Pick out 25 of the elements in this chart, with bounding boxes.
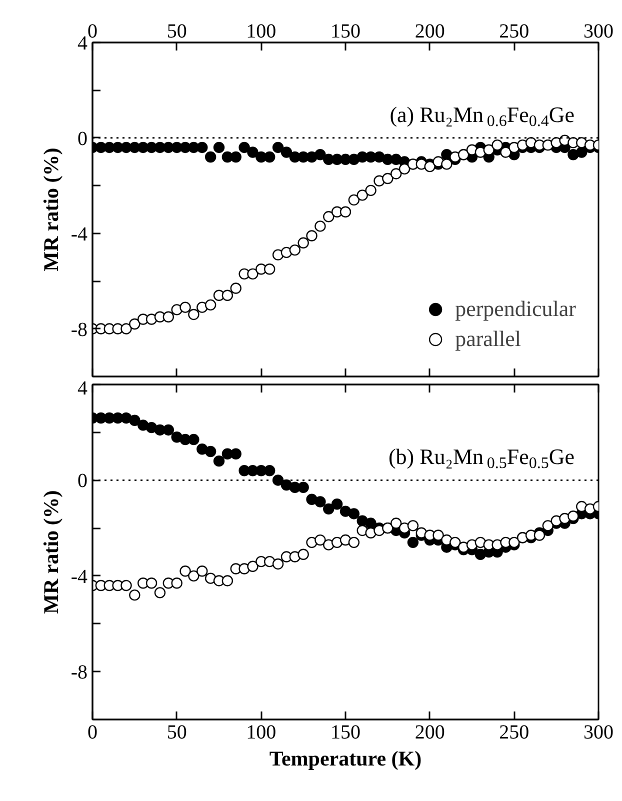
x-tick-label: 250 bbox=[499, 722, 530, 744]
legend-label: parallel bbox=[455, 326, 522, 352]
x2-tick-label: 200 bbox=[414, 20, 445, 42]
y-tick-label: -8 bbox=[70, 318, 88, 341]
x-tick-label: 100 bbox=[246, 722, 276, 744]
x2-tick-label: 300 bbox=[584, 20, 614, 42]
x2-tick-label: 250 bbox=[499, 20, 530, 42]
x-tick-label: 300 bbox=[584, 722, 614, 744]
y-axis-title: MR ratio (%) bbox=[38, 490, 63, 614]
x-tick-label: 200 bbox=[414, 722, 445, 744]
y-tick-label: 4 bbox=[78, 378, 88, 400]
y-tick-label: -4 bbox=[70, 223, 88, 246]
x2-tick-label: 100 bbox=[246, 20, 276, 42]
legend-label: perpendicular bbox=[455, 296, 576, 322]
x2-tick-label: 50 bbox=[166, 20, 187, 42]
y-tick-label: -8 bbox=[70, 662, 88, 684]
y-tick-label: 0 bbox=[78, 128, 88, 150]
y-tick-label: 4 bbox=[78, 32, 88, 54]
x-tick-label: 50 bbox=[166, 722, 187, 744]
x2-tick-label: 150 bbox=[330, 20, 360, 42]
x-tick-label: 150 bbox=[330, 722, 360, 744]
y-tick-label: -4 bbox=[70, 566, 88, 588]
y-axis-title: MR ratio (%) bbox=[38, 148, 63, 272]
y-tick-label: 0 bbox=[78, 470, 88, 492]
x-axis-title: Temperature (K) bbox=[269, 746, 422, 770]
